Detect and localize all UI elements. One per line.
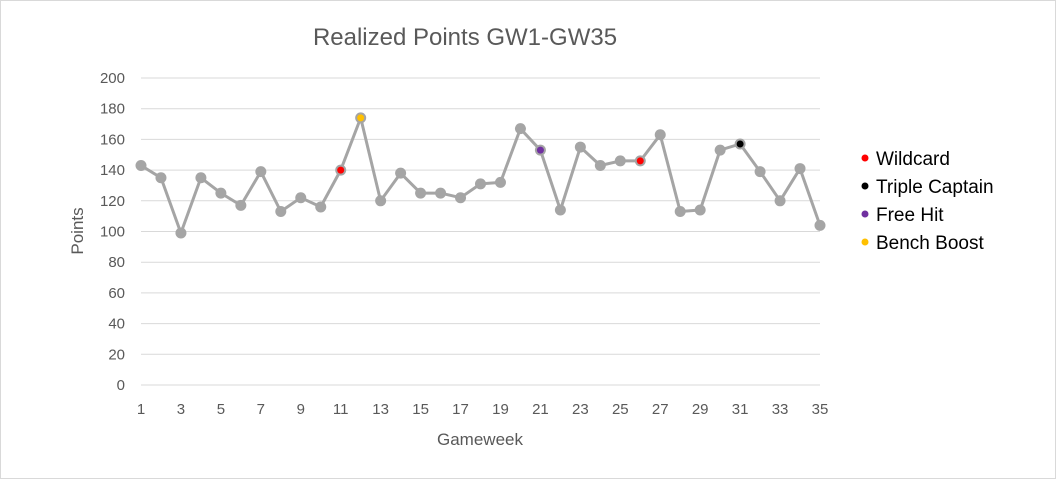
- y-tick-label: 180: [100, 101, 125, 118]
- x-tick-label: 27: [652, 401, 669, 418]
- data-point-gw19: [494, 176, 506, 188]
- data-point-gw29: [694, 204, 706, 216]
- y-tick-label: 20: [108, 346, 125, 363]
- data-point-gw14: [395, 167, 407, 179]
- data-point-gw16: [435, 187, 447, 199]
- data-point-gw27: [654, 129, 666, 141]
- y-axis-ticks: 0 20 40 60 80 100 120 140 160 180 200: [100, 70, 125, 394]
- data-point-gw18: [475, 178, 486, 190]
- data-point-gw5: [215, 187, 227, 199]
- chip-marker-gw12: [357, 114, 365, 122]
- legend-label: Bench Boost: [876, 233, 984, 254]
- legend-label: Free Hit: [876, 205, 944, 226]
- data-point-gw30: [714, 144, 726, 156]
- data-point-gw24: [594, 159, 606, 171]
- data-point-gw10: [315, 201, 327, 213]
- data-point-gw4: [195, 172, 207, 184]
- x-axis-title: Gameweek: [437, 430, 523, 449]
- x-tick-label: 7: [257, 401, 265, 418]
- y-tick-label: 80: [108, 254, 125, 271]
- y-tick-label: 140: [100, 162, 125, 179]
- x-tick-label: 31: [732, 401, 749, 418]
- x-tick-label: 3: [177, 401, 185, 418]
- y-axis-title: Points: [68, 207, 87, 254]
- legend: Wildcard Triple Captain Free Hit Bench Boos…: [861, 149, 994, 254]
- data-point-gw2: [155, 172, 167, 184]
- x-tick-label: 13: [372, 401, 389, 418]
- x-tick-label: 17: [452, 401, 469, 418]
- y-tick-label: 0: [117, 377, 125, 394]
- data-point-gw6: [235, 199, 247, 211]
- x-tick-label: 35: [812, 401, 829, 418]
- x-tick-label: 23: [572, 401, 589, 418]
- y-tick-label: 100: [100, 224, 125, 241]
- data-point-gw15: [415, 187, 427, 199]
- x-tick-label: 19: [492, 401, 509, 418]
- y-tick-label: 40: [108, 316, 125, 333]
- chip-marker-gw11: [337, 166, 345, 174]
- x-tick-label: 9: [297, 401, 305, 418]
- legend-marker: [861, 210, 869, 218]
- legend-marker: [861, 154, 869, 162]
- chart-title: Realized Points GW1-GW35: [313, 24, 617, 51]
- x-tick-label: 33: [772, 401, 789, 418]
- data-point-gw3: [175, 227, 187, 239]
- y-tick-label: 60: [108, 285, 125, 302]
- data-point-gw25: [614, 155, 626, 167]
- chip-marker-gw26: [636, 157, 644, 165]
- x-tick-label: 21: [532, 401, 549, 418]
- data-point-gw33: [774, 195, 786, 207]
- x-axis-ticks: 1 3 5 7 9 11 13 15 17 19 21 23 25 27 29 31 33 35: [137, 401, 829, 418]
- data-point-gw13: [375, 195, 387, 207]
- legend-label: Triple Captain: [876, 177, 994, 198]
- data-point-gw22: [554, 204, 566, 216]
- y-tick-label: 160: [100, 131, 125, 148]
- data-point-gw28: [674, 206, 686, 218]
- y-tick-label: 120: [100, 193, 125, 210]
- x-tick-label: 5: [217, 401, 225, 418]
- data-point-gw9: [295, 192, 307, 204]
- x-tick-label: 15: [412, 401, 429, 418]
- gridlines: [141, 77, 820, 386]
- data-point-gw20: [514, 123, 526, 135]
- data-point-gw8: [275, 206, 287, 218]
- data-point-gw32: [754, 166, 766, 178]
- y-tick-label: 200: [100, 70, 125, 87]
- series-line: [140, 116, 822, 235]
- data-point-gw17: [455, 192, 467, 204]
- x-tick-label: 11: [333, 401, 349, 418]
- data-point-gw7: [255, 166, 267, 178]
- series-points: [135, 112, 826, 239]
- legend-label: Wildcard: [876, 149, 950, 170]
- chip-marker-gw31: [736, 140, 744, 148]
- data-point-gw34: [794, 163, 806, 175]
- legend-marker: [861, 238, 869, 246]
- legend-marker: [861, 182, 869, 190]
- data-point-gw1: [135, 159, 147, 171]
- x-tick-label: 29: [692, 401, 709, 418]
- chip-marker-gw21: [536, 146, 544, 154]
- x-tick-label: 25: [612, 401, 629, 418]
- data-point-gw23: [574, 141, 586, 153]
- data-point-gw35: [814, 219, 826, 231]
- x-tick-label: 1: [137, 401, 145, 418]
